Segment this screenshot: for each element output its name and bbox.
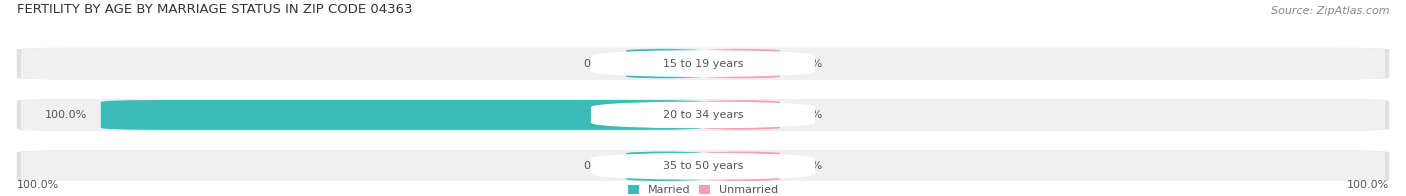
FancyBboxPatch shape xyxy=(591,50,815,77)
FancyBboxPatch shape xyxy=(17,150,1389,182)
FancyBboxPatch shape xyxy=(591,152,815,180)
Text: Source: ZipAtlas.com: Source: ZipAtlas.com xyxy=(1271,6,1389,16)
FancyBboxPatch shape xyxy=(591,101,815,129)
FancyBboxPatch shape xyxy=(21,48,1385,79)
Text: 35 to 50 years: 35 to 50 years xyxy=(662,161,744,171)
Text: 0.0%: 0.0% xyxy=(794,110,823,120)
FancyBboxPatch shape xyxy=(101,100,703,130)
Text: 100.0%: 100.0% xyxy=(1347,180,1389,190)
FancyBboxPatch shape xyxy=(703,151,780,181)
FancyBboxPatch shape xyxy=(21,99,1385,131)
Text: 15 to 19 years: 15 to 19 years xyxy=(662,59,744,69)
Legend: Married, Unmarried: Married, Unmarried xyxy=(627,185,779,195)
Text: 0.0%: 0.0% xyxy=(794,161,823,171)
Text: 100.0%: 100.0% xyxy=(17,180,59,190)
Text: 0.0%: 0.0% xyxy=(794,59,823,69)
FancyBboxPatch shape xyxy=(17,48,1389,80)
FancyBboxPatch shape xyxy=(703,100,780,130)
FancyBboxPatch shape xyxy=(626,49,703,78)
Text: 0.0%: 0.0% xyxy=(583,161,612,171)
FancyBboxPatch shape xyxy=(626,151,703,181)
Text: 20 to 34 years: 20 to 34 years xyxy=(662,110,744,120)
FancyBboxPatch shape xyxy=(21,151,1385,182)
FancyBboxPatch shape xyxy=(703,49,780,78)
Text: FERTILITY BY AGE BY MARRIAGE STATUS IN ZIP CODE 04363: FERTILITY BY AGE BY MARRIAGE STATUS IN Z… xyxy=(17,3,412,16)
Text: 0.0%: 0.0% xyxy=(583,59,612,69)
Text: 100.0%: 100.0% xyxy=(45,110,87,120)
FancyBboxPatch shape xyxy=(17,99,1389,131)
